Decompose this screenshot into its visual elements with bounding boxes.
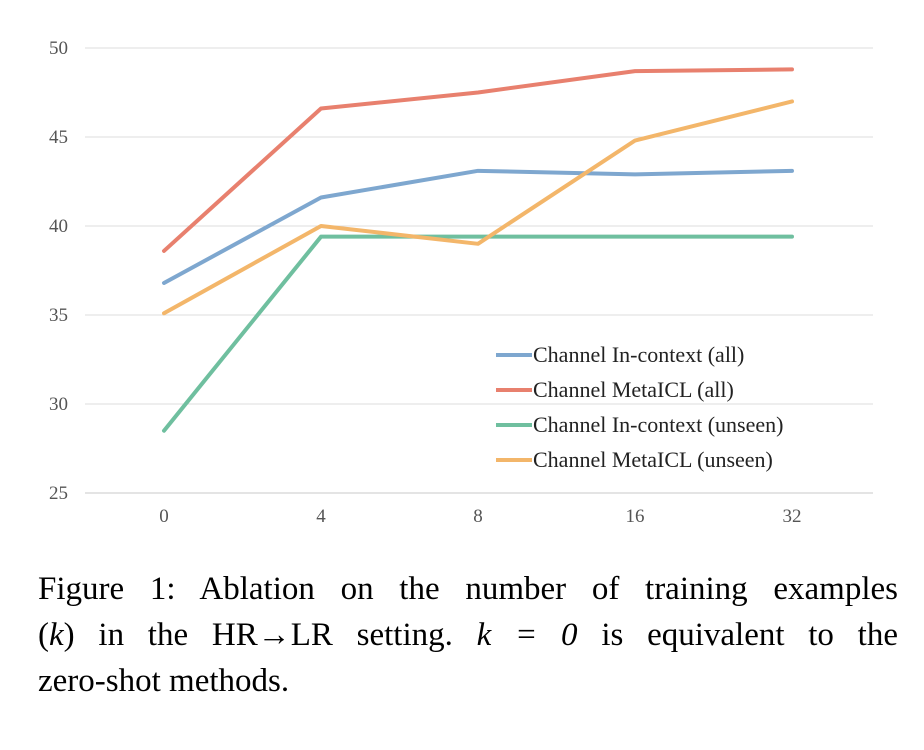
series-line-channel-metaicl-all xyxy=(162,67,794,253)
y-tick-label-25: 25 xyxy=(49,483,68,504)
caption-k-equals-zero: k = 0 xyxy=(476,617,578,653)
legend-label-channel-metaicl-all: Channel MetaICL (all) xyxy=(533,377,734,402)
y-tick-label-35: 35 xyxy=(49,305,68,326)
gridlines xyxy=(85,47,873,494)
x-axis-ticks: 0 4 8 16 32 xyxy=(159,506,801,527)
series-line-channel-in-context-unseen xyxy=(162,234,794,433)
series-lines xyxy=(162,67,794,433)
legend-label-channel-in-context-unseen: Channel In-context (unseen) xyxy=(533,412,783,437)
legend-label-channel-metaicl-unseen: Channel MetaICL (unseen) xyxy=(533,447,773,472)
x-tick-label-32: 32 xyxy=(783,506,802,527)
caption-line-1: Figure 1: Ablation on the number of trai… xyxy=(38,571,898,607)
caption-k-variable: k xyxy=(49,617,64,653)
caption-line-3: zero-shot methods. xyxy=(38,663,290,699)
legend: Channel In-context (all) Channel MetaICL … xyxy=(496,342,783,472)
y-tick-label-40: 40 xyxy=(49,216,68,237)
x-tick-label-8: 8 xyxy=(473,506,483,527)
caption-paren-open: ( xyxy=(38,617,49,653)
y-tick-label-30: 30 xyxy=(49,394,68,415)
caption-line-2: (k) in the HR→LR setting. k = 0 is equiv… xyxy=(38,612,898,658)
legend-label-channel-in-context-all: Channel In-context (all) xyxy=(533,342,744,367)
caption-setting-text: ) in the HR→LR setting. xyxy=(63,617,453,653)
figure-caption: Figure 1: Ablation on the number of trai… xyxy=(38,566,898,704)
x-tick-label-4: 4 xyxy=(316,506,326,527)
caption-equivalent-text: is equivalent to the xyxy=(601,617,898,653)
line-chart: 25 30 35 40 45 50 0 4 8 16 32 Channel In-context … xyxy=(49,38,873,527)
x-tick-label-0: 0 xyxy=(159,506,169,527)
series-line-channel-in-context-all xyxy=(162,168,794,285)
series-line-channel-metaicl-unseen xyxy=(162,99,794,316)
y-tick-label-45: 45 xyxy=(49,127,68,148)
y-axis-ticks: 25 30 35 40 45 50 xyxy=(49,38,68,504)
y-tick-label-50: 50 xyxy=(49,38,68,59)
x-tick-label-16: 16 xyxy=(626,506,645,527)
